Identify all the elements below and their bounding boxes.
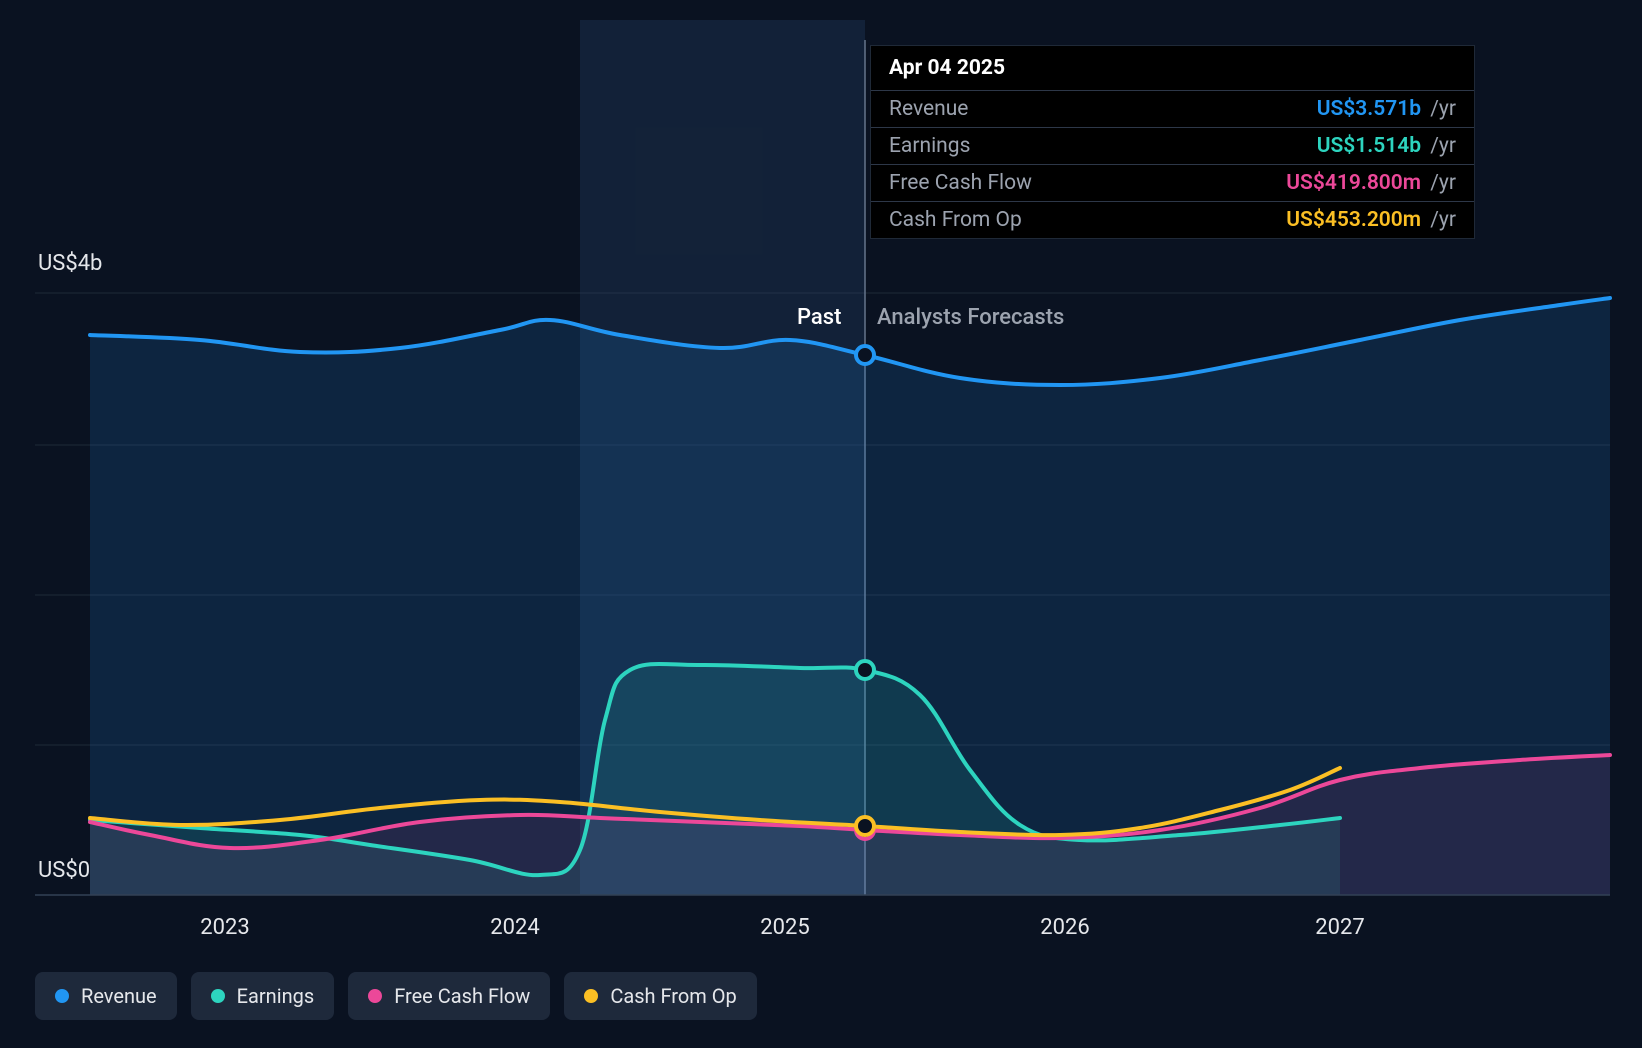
chart-legend: Revenue Earnings Free Cash Flow Cash From O…	[35, 972, 757, 1020]
x-axis-label: 2023	[200, 915, 249, 940]
tooltip-unit: /yr	[1425, 208, 1456, 232]
tooltip-unit: /yr	[1425, 134, 1456, 158]
legend-item[interactable]: Earnings	[191, 972, 335, 1020]
tooltip-row: Earnings US$1.514b /yr	[871, 128, 1474, 165]
tooltip-metric-value: US$419.800m /yr	[1286, 171, 1456, 195]
tooltip-metric-label: Revenue	[889, 97, 968, 121]
legend-label: Earnings	[237, 984, 315, 1008]
legend-item[interactable]: Cash From Op	[564, 972, 756, 1020]
legend-label: Cash From Op	[610, 984, 736, 1008]
legend-dot-icon	[584, 989, 598, 1003]
legend-dot-icon	[211, 989, 225, 1003]
legend-item[interactable]: Revenue	[35, 972, 177, 1020]
legend-label: Free Cash Flow	[394, 984, 530, 1008]
tooltip-row: Free Cash Flow US$419.800m /yr	[871, 165, 1474, 202]
tooltip-metric-label: Earnings	[889, 134, 970, 158]
tooltip-metric-value: US$453.200m /yr	[1286, 208, 1456, 232]
tooltip-metric-label: Cash From Op	[889, 208, 1022, 232]
tooltip-metric-label: Free Cash Flow	[889, 171, 1032, 195]
tooltip-unit: /yr	[1425, 97, 1456, 121]
tooltip-row: Revenue US$3.571b /yr	[871, 91, 1474, 128]
x-axis-label: 2024	[490, 915, 539, 940]
tooltip-unit: /yr	[1425, 171, 1456, 195]
forecast-region-label: Analysts Forecasts	[877, 305, 1064, 330]
tooltip-date: Apr 04 2025	[871, 46, 1474, 91]
earnings-revenue-chart[interactable]: US$0 US$4b 2023 2024 2025 2026 2027 Past Anal…	[0, 0, 1642, 1048]
x-axis-label: 2026	[1040, 915, 1089, 940]
tooltip-row: Cash From Op US$453.200m /yr	[871, 202, 1474, 238]
x-axis-label: 2025	[760, 915, 809, 940]
tooltip-metric-value: US$3.571b /yr	[1317, 97, 1456, 121]
legend-item[interactable]: Free Cash Flow	[348, 972, 550, 1020]
legend-label: Revenue	[81, 984, 157, 1008]
legend-dot-icon	[55, 989, 69, 1003]
past-region-label: Past	[797, 305, 841, 330]
y-axis-label: US$0	[38, 858, 90, 883]
y-axis-label: US$4b	[38, 251, 102, 276]
tooltip-metric-value: US$1.514b /yr	[1317, 134, 1456, 158]
x-axis-label: 2027	[1315, 915, 1364, 940]
legend-dot-icon	[368, 989, 382, 1003]
chart-tooltip: Apr 04 2025 Revenue US$3.571b /yr Earnings…	[870, 45, 1475, 239]
